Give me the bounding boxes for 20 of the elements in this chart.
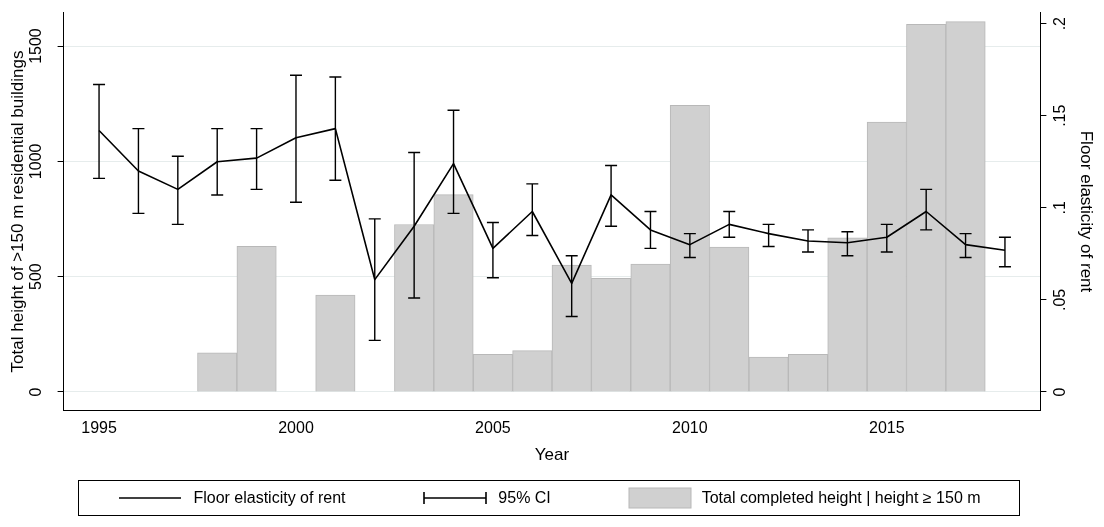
y2-tick-label: 0 bbox=[1050, 387, 1068, 397]
legend-label: Floor elasticity of rent bbox=[193, 489, 346, 507]
y-tick-label: 1000 bbox=[27, 143, 45, 180]
y2-tick-label: .1 bbox=[1050, 201, 1068, 215]
y2-tick-label: .2 bbox=[1050, 16, 1068, 31]
x-axis-title: Year bbox=[534, 445, 570, 465]
legend-label: Total completed height | height ≥ 150 m bbox=[701, 489, 981, 507]
y-tick-label: 500 bbox=[27, 263, 45, 290]
x-tick-label: 2000 bbox=[278, 419, 314, 437]
y2-axis-title: Floor elasticity of rent bbox=[1077, 130, 1097, 293]
y2-tick-label: .05 bbox=[1050, 288, 1068, 312]
x-tick-label: 1995 bbox=[81, 419, 117, 437]
x-tick-label: 2010 bbox=[672, 419, 708, 437]
x-tick-label: 2015 bbox=[868, 419, 905, 437]
y-tick-label: 0 bbox=[27, 387, 45, 397]
y-tick-label: 1500 bbox=[27, 28, 45, 64]
text: 95% CI bbox=[498, 489, 551, 507]
y2-tick-label: .15 bbox=[1050, 104, 1068, 127]
y-axis-title: Total height of >150 m residential buildings bbox=[7, 50, 27, 373]
x-tick-label: 2005 bbox=[475, 419, 511, 437]
